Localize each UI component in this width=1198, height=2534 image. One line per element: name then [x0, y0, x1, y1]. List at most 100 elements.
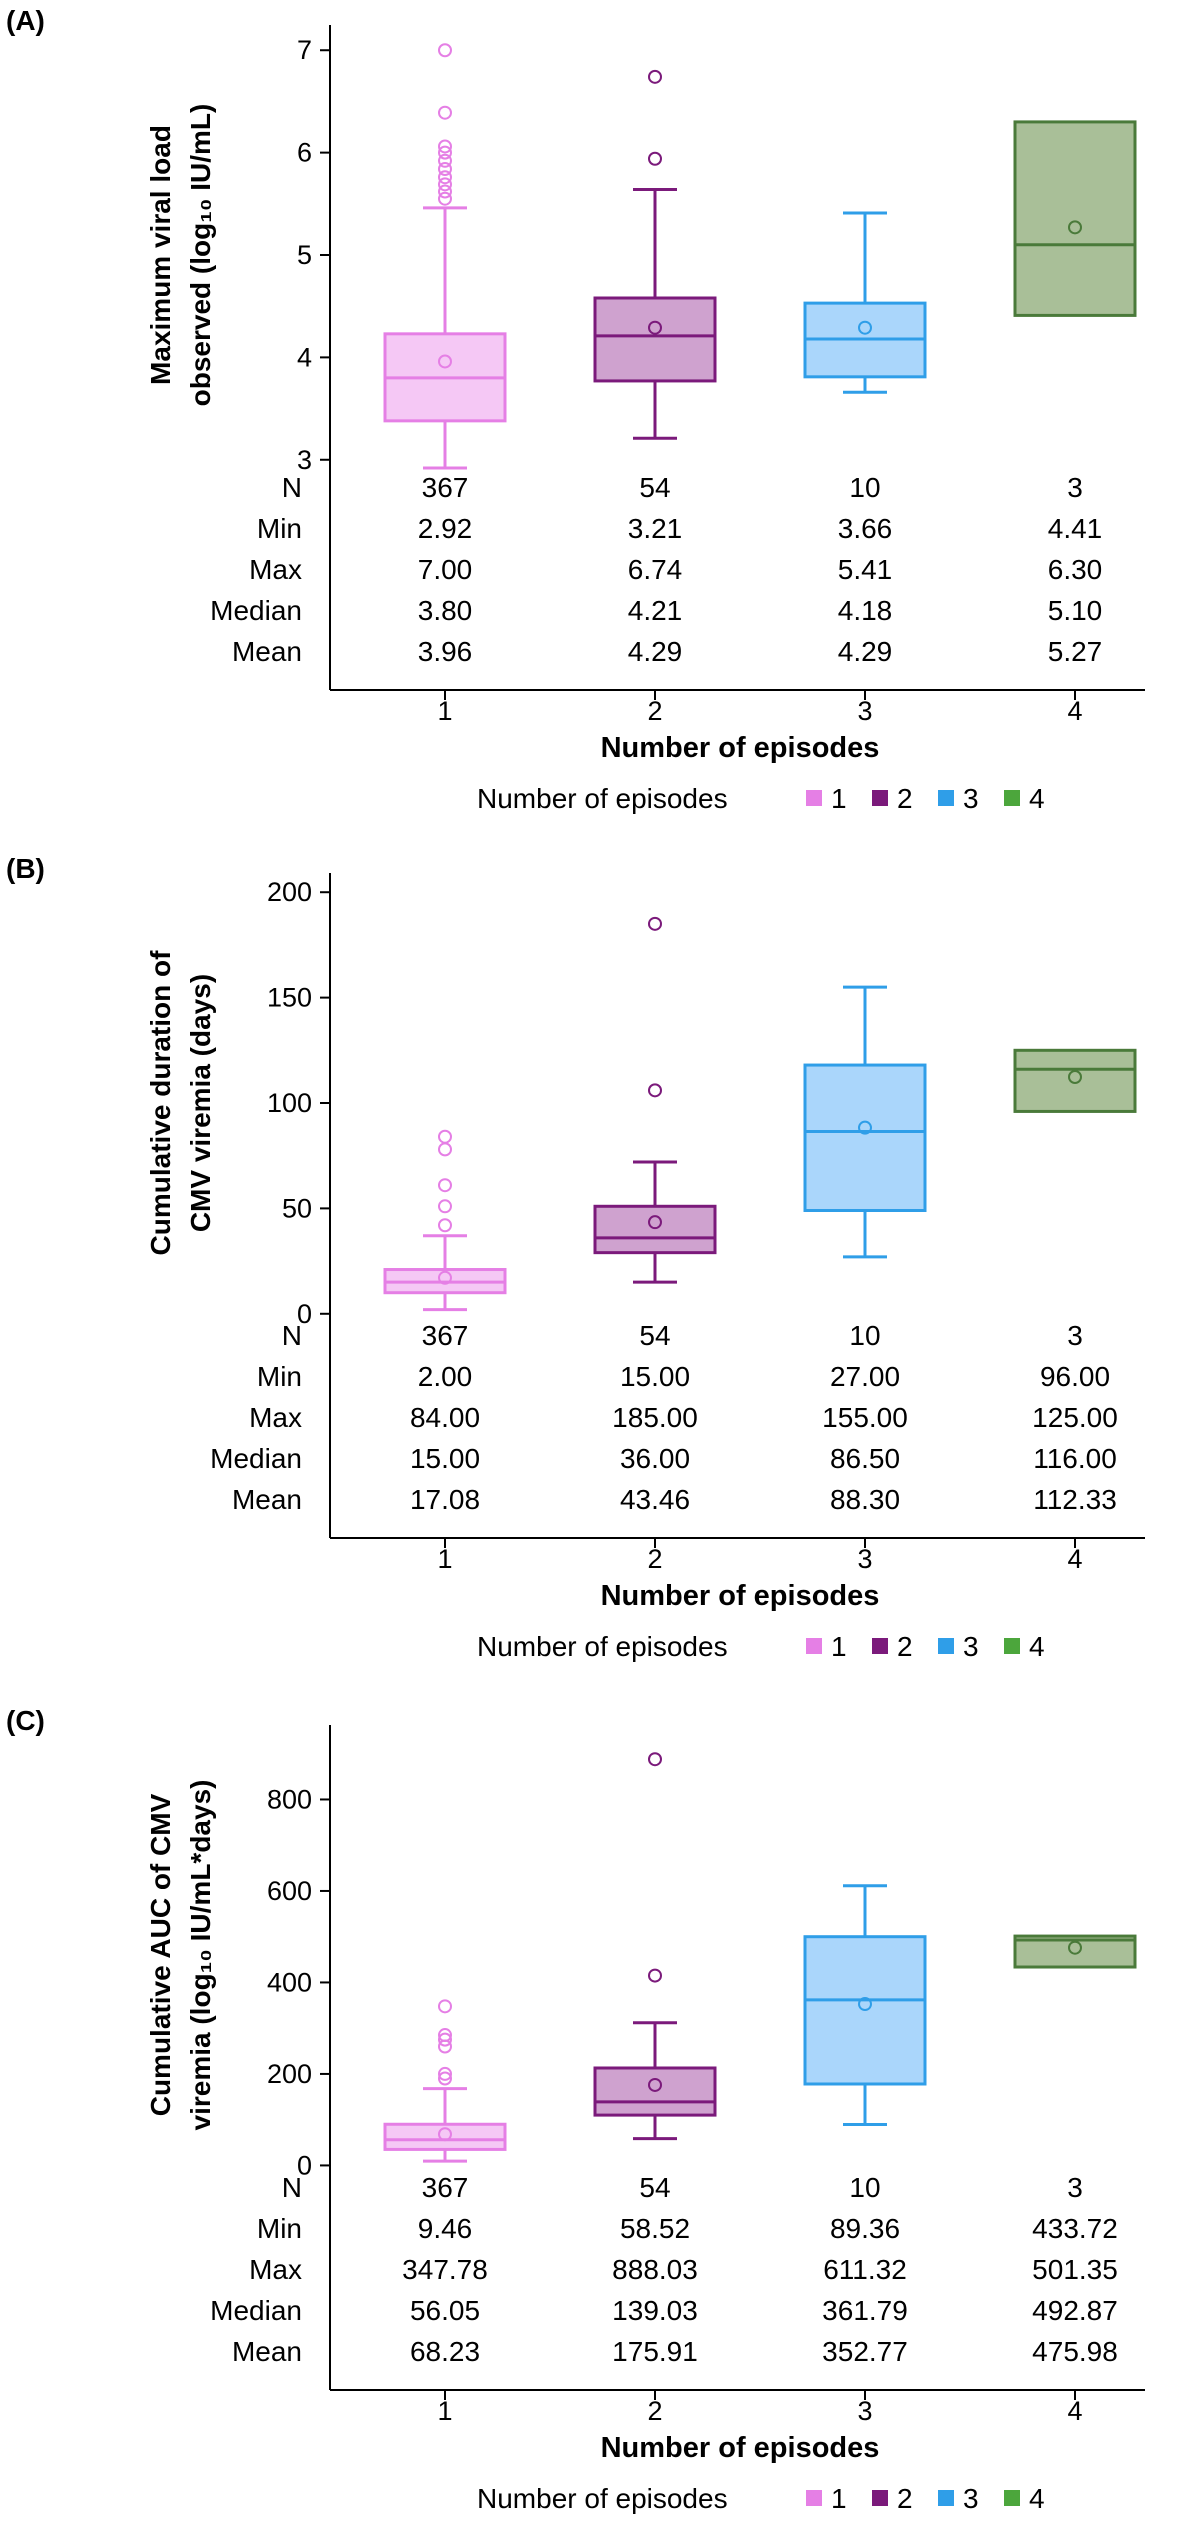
mean-marker: [438, 354, 452, 369]
table-cell: 2.92: [418, 513, 473, 544]
legend-swatch: [872, 790, 888, 806]
table-row-label: N: [282, 1320, 302, 1351]
x-axis-title: Number of episodes: [601, 1580, 880, 1612]
legend-swatch: [872, 1638, 888, 1654]
outlier-point: [438, 1129, 452, 1144]
outlier-point: [648, 69, 662, 84]
legend-entry-label: 3: [963, 2483, 979, 2514]
outlier-point: [438, 2071, 452, 2086]
outlier-point: [438, 1999, 452, 2014]
panel-label: (B): [6, 853, 45, 884]
table-row-label: Min: [257, 1361, 302, 1392]
panel-a: (A) Maximum viral load observed (log₁₀ IU/…: [0, 0, 1198, 830]
table-cell: 10: [849, 2172, 880, 2203]
y-tick-label: 400: [267, 1967, 312, 1997]
table-cell: 4.29: [838, 636, 893, 667]
outlier-point: [438, 177, 452, 192]
table-cell: 3.21: [628, 513, 683, 544]
table-cell: 116.00: [1033, 1443, 1117, 1474]
x-tick-label: 4: [1067, 1544, 1082, 1574]
table-cell: 433.72: [1032, 2213, 1118, 2244]
x-tick-label: 3: [857, 2396, 872, 2426]
table-cell: 175.91: [612, 2336, 698, 2367]
table-row-label: Median: [210, 595, 302, 626]
legend-swatch: [938, 790, 954, 806]
y-axis-title-line: observed (log₁₀ IU/mL): [185, 104, 216, 407]
table-row-label: Max: [249, 2254, 302, 2285]
panel-label: (C): [6, 1705, 45, 1736]
table-cell: 89.36: [830, 2213, 900, 2244]
mean-marker: [438, 1270, 452, 1285]
y-tick-label: 0: [297, 2150, 312, 2180]
mean-marker: [648, 320, 662, 335]
table-cell: 367: [422, 472, 469, 503]
mean-marker: [858, 1120, 872, 1135]
table-row-label: Mean: [232, 636, 302, 667]
x-tick-label: 1: [437, 1544, 452, 1574]
panel-b: (B) Cumulative duration of CMV viremia (da…: [0, 848, 1198, 1698]
mean-marker: [648, 2077, 662, 2092]
table-cell: 5.10: [1048, 595, 1103, 626]
y-tick-label: 100: [267, 1088, 312, 1118]
table-cell: 43.46: [620, 1484, 690, 1515]
table-cell: 3.96: [418, 636, 473, 667]
table-row-label: Min: [257, 513, 302, 544]
table-row-label: N: [282, 2172, 302, 2203]
legend-swatch: [1004, 1638, 1020, 1654]
table-row-label: Median: [210, 1443, 302, 1474]
table-row-label: N: [282, 472, 302, 503]
table-cell: 88.30: [830, 1484, 900, 1515]
table-cell: 68.23: [410, 2336, 480, 2367]
outlier-point: [438, 2066, 452, 2081]
table-cell: 36.00: [620, 1443, 690, 1474]
x-tick-label: 3: [857, 1544, 872, 1574]
legend-entry-label: 2: [897, 2483, 913, 2514]
x-tick-label: 2: [647, 2396, 662, 2426]
table-cell: 10: [849, 1320, 880, 1351]
y-tick-label: 6: [297, 138, 312, 168]
table-cell: 6.30: [1048, 554, 1103, 585]
legend-entry-label: 1: [831, 2483, 847, 2514]
panel-c-chart: (C) Cumulative AUC of CMV viremia (log₁₀ I…: [6, 1705, 1145, 2514]
legend-entry-label: 3: [963, 783, 979, 814]
outlier-point: [648, 916, 662, 931]
mean-marker: [438, 2127, 452, 2142]
table-cell: 58.52: [620, 2213, 690, 2244]
panel-b-chart: (B) Cumulative duration of CMV viremia (da…: [6, 853, 1145, 1662]
table-cell: 888.03: [612, 2254, 698, 2285]
outlier-point: [438, 1218, 452, 1233]
legend-swatch: [806, 2490, 822, 2506]
x-axis-title: Number of episodes: [601, 2432, 880, 2464]
outlier-point: [438, 1199, 452, 1214]
table-cell: 352.77: [822, 2336, 908, 2367]
y-tick-label: 200: [267, 2059, 312, 2089]
table-row-label: Min: [257, 2213, 302, 2244]
table-cell: 10: [849, 472, 880, 503]
table-cell: 4.29: [628, 636, 683, 667]
legend-entry-label: 4: [1029, 2483, 1045, 2514]
table-cell: 6.74: [628, 554, 683, 585]
mean-marker: [858, 1997, 872, 2012]
table-cell: 2.00: [418, 1361, 473, 1392]
panel-c: (C) Cumulative AUC of CMV viremia (log₁₀ I…: [0, 1700, 1198, 2534]
table-cell: 139.03: [612, 2295, 698, 2326]
outlier-point: [438, 2028, 452, 2043]
outlier-point: [648, 1083, 662, 1098]
table-cell: 475.98: [1032, 2336, 1118, 2367]
outlier-point: [438, 1178, 452, 1193]
table-row-label: Median: [210, 2295, 302, 2326]
legend-entry-label: 1: [831, 1631, 847, 1662]
y-axis-title-line: Cumulative duration of: [145, 950, 176, 1256]
table-row-label: Max: [249, 554, 302, 585]
y-axis-title-line: Cumulative AUC of CMV: [145, 1793, 176, 2116]
mean-marker: [858, 320, 872, 335]
y-tick-label: 150: [267, 983, 312, 1013]
x-tick-label: 2: [647, 1544, 662, 1574]
table-cell: 4.18: [838, 595, 893, 626]
y-tick-label: 50: [282, 1193, 312, 1223]
panel-label: (A): [6, 5, 45, 36]
table-row-label: Max: [249, 1402, 302, 1433]
legend-entry-label: 2: [897, 1631, 913, 1662]
mean-marker: [1068, 1070, 1082, 1085]
legend-entry-label: 4: [1029, 783, 1045, 814]
